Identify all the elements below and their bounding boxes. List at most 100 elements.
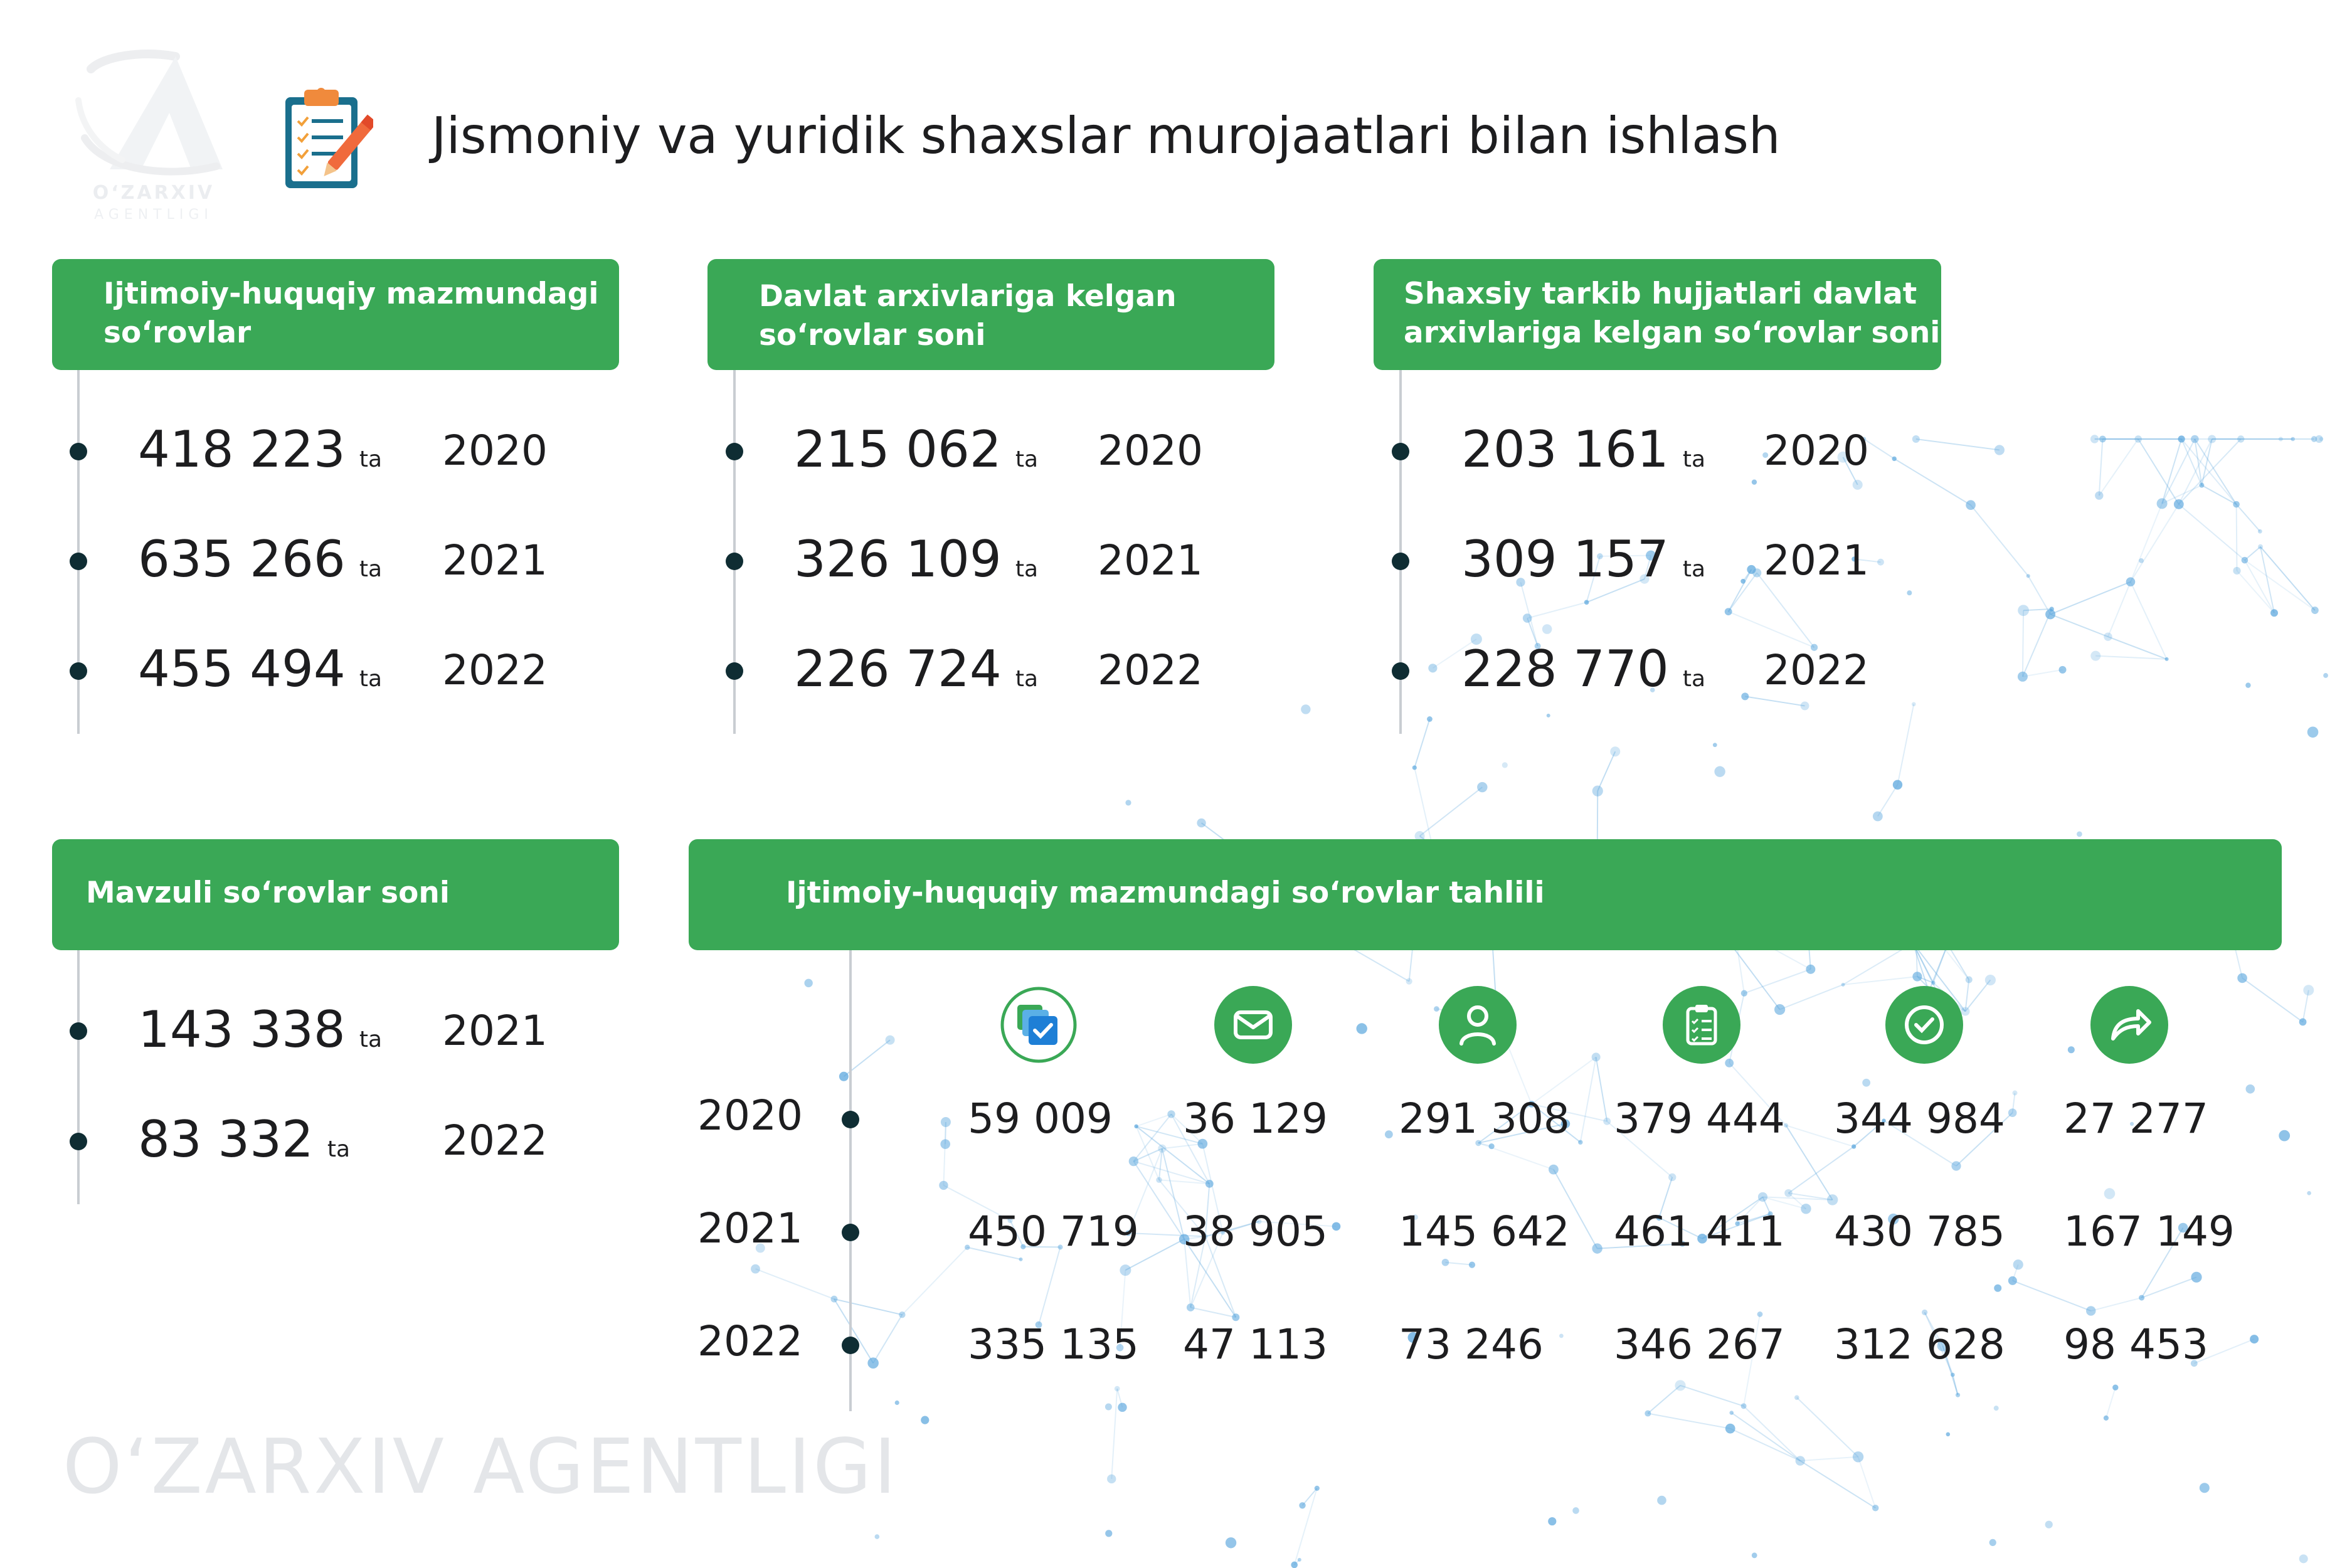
network-node bbox=[1105, 1530, 1113, 1537]
network-node bbox=[1912, 972, 1922, 982]
network-node bbox=[1729, 1411, 1734, 1415]
share-arrow-icon bbox=[2090, 986, 2168, 1064]
network-line bbox=[1932, 944, 1949, 983]
network-node bbox=[1937, 1340, 1949, 1352]
network-line bbox=[1788, 1192, 1833, 1200]
network-node bbox=[1826, 1194, 1838, 1205]
network-line bbox=[1970, 504, 2029, 576]
network-line bbox=[943, 1121, 946, 1185]
network-line bbox=[1432, 638, 1477, 669]
network-node bbox=[1297, 1557, 1301, 1562]
network-node bbox=[885, 1035, 895, 1045]
network-node bbox=[1414, 831, 1425, 842]
network-line bbox=[1205, 1232, 1223, 1237]
network-node bbox=[1477, 781, 1488, 793]
section-header-line2: so‘rovlar bbox=[103, 315, 252, 350]
network-node bbox=[1591, 1052, 1601, 1062]
network-line bbox=[1912, 943, 1966, 1012]
network-line bbox=[1744, 968, 1811, 994]
network-node bbox=[1993, 1406, 1999, 1411]
network-line bbox=[2181, 438, 2203, 486]
network-line bbox=[1658, 1217, 1703, 1239]
timeline-dot bbox=[70, 1133, 87, 1150]
network-node bbox=[2164, 657, 2169, 661]
network-node bbox=[2067, 1046, 2075, 1054]
network-node bbox=[1851, 556, 1857, 562]
network-node bbox=[2086, 1306, 2096, 1316]
network-line bbox=[2023, 608, 2052, 612]
network-line bbox=[1924, 1312, 1954, 1375]
network-node bbox=[1810, 644, 1818, 651]
network-node bbox=[2233, 566, 2241, 575]
network-line bbox=[1743, 1406, 1801, 1461]
network-node bbox=[2311, 436, 2318, 442]
network-line bbox=[1520, 582, 1539, 647]
network-node bbox=[1301, 704, 1311, 714]
section-header-line1: Davlat arxivlariga kelgan bbox=[759, 279, 1177, 314]
network-node bbox=[1179, 1234, 1190, 1245]
network-node bbox=[867, 1357, 879, 1369]
network-line bbox=[2201, 484, 2237, 506]
network-node bbox=[1837, 451, 1849, 463]
clipboard-list-icon bbox=[1663, 986, 1740, 1064]
network-node bbox=[1911, 702, 1916, 707]
network-node bbox=[1697, 1234, 1707, 1244]
network-line bbox=[1204, 1184, 1210, 1237]
network-line bbox=[1135, 1126, 1160, 1180]
network-node bbox=[1679, 1241, 1686, 1247]
network-node bbox=[1475, 1140, 1481, 1147]
network-line bbox=[943, 1185, 1011, 1221]
network-node bbox=[940, 1139, 951, 1149]
network-node bbox=[1186, 1303, 1195, 1311]
network-node bbox=[1767, 1211, 1773, 1217]
network-line bbox=[2242, 977, 2304, 1023]
logo-subtitle: AGENTLIGI bbox=[94, 207, 213, 223]
network-node bbox=[1534, 643, 1541, 650]
network-node bbox=[1668, 1173, 1677, 1182]
network-line bbox=[1912, 943, 1930, 992]
network-line bbox=[1788, 1192, 1807, 1210]
network-line bbox=[1897, 704, 1915, 785]
network-line bbox=[2012, 1279, 2092, 1312]
analysis-year: 2022 bbox=[697, 1317, 803, 1365]
network-line bbox=[2130, 581, 2168, 660]
network-node bbox=[830, 1295, 838, 1303]
network-node bbox=[1784, 1189, 1793, 1197]
network-node bbox=[2026, 574, 2030, 578]
network-node bbox=[874, 1534, 880, 1539]
network-line bbox=[1136, 1113, 1172, 1127]
network-node bbox=[1256, 1219, 1262, 1224]
network-line bbox=[872, 1314, 903, 1364]
network-node bbox=[2129, 1121, 2134, 1126]
network-line bbox=[1170, 1113, 1203, 1145]
network-line bbox=[2098, 438, 2104, 496]
network-node bbox=[2311, 607, 2319, 614]
network-node bbox=[1134, 1124, 1138, 1129]
timeline-dot bbox=[70, 553, 87, 570]
network-line bbox=[2090, 1297, 2142, 1312]
stat-year: 2022 bbox=[1098, 646, 1203, 694]
network-node bbox=[1221, 1231, 1226, 1235]
network-line bbox=[967, 1246, 1021, 1260]
network-line bbox=[2236, 570, 2275, 613]
unit-label: ta bbox=[1682, 556, 1706, 582]
network-line bbox=[1842, 457, 1858, 485]
network-line bbox=[1158, 1179, 1210, 1185]
network-node bbox=[1951, 1372, 1955, 1377]
network-node bbox=[1114, 1385, 1120, 1392]
network-node bbox=[1762, 452, 1769, 458]
network-node bbox=[1118, 1402, 1127, 1412]
network-node bbox=[1774, 1004, 1786, 1015]
network-node bbox=[1592, 1243, 1602, 1254]
network-line bbox=[1915, 438, 2000, 451]
network-node bbox=[1752, 568, 1762, 578]
network-line bbox=[1133, 1160, 1210, 1185]
network-line bbox=[2260, 546, 2275, 613]
network-line bbox=[2141, 1276, 2197, 1298]
network-node bbox=[1384, 1130, 1393, 1138]
network-node bbox=[2099, 435, 2106, 443]
network-node bbox=[1801, 1204, 1811, 1214]
network-line bbox=[1796, 1397, 1859, 1458]
timeline-dot bbox=[1392, 553, 1409, 570]
section-header-line1: Shaxsiy tarkib hujjatlari davlat bbox=[1404, 277, 1917, 311]
